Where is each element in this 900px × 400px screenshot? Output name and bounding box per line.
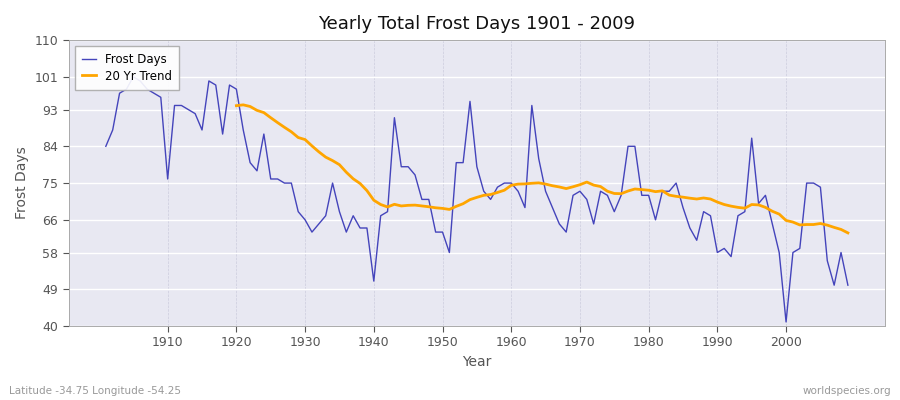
20 Yr Trend	[423, 204, 434, 209]
Line: 20 Yr Trend: 20 Yr Trend	[237, 105, 848, 233]
20 Yr Trend	[760, 205, 770, 210]
Frost Days	[355, 226, 365, 230]
Frost Days	[780, 320, 791, 324]
20 Yr Trend	[231, 103, 242, 108]
Line: Frost Days: Frost Days	[106, 77, 848, 322]
20 Yr Trend	[320, 155, 331, 160]
Frost Days	[313, 222, 324, 226]
Legend: Frost Days, 20 Yr Trend: Frost Days, 20 Yr Trend	[75, 46, 179, 90]
Frost Days	[842, 283, 853, 288]
20 Yr Trend	[842, 230, 853, 235]
Frost Days	[506, 181, 517, 186]
Frost Days	[595, 189, 606, 194]
20 Yr Trend	[746, 202, 757, 207]
20 Yr Trend	[664, 193, 675, 198]
Frost Days	[162, 176, 173, 181]
20 Yr Trend	[822, 223, 832, 228]
Frost Days	[513, 189, 524, 194]
Y-axis label: Frost Days: Frost Days	[15, 147, 29, 220]
20 Yr Trend	[238, 102, 248, 107]
Frost Days	[128, 74, 139, 79]
Text: Latitude -34.75 Longitude -54.25: Latitude -34.75 Longitude -54.25	[9, 386, 181, 396]
X-axis label: Year: Year	[463, 355, 491, 369]
Frost Days	[101, 144, 112, 149]
Title: Yearly Total Frost Days 1901 - 2009: Yearly Total Frost Days 1901 - 2009	[319, 15, 635, 33]
Text: worldspecies.org: worldspecies.org	[803, 386, 891, 396]
